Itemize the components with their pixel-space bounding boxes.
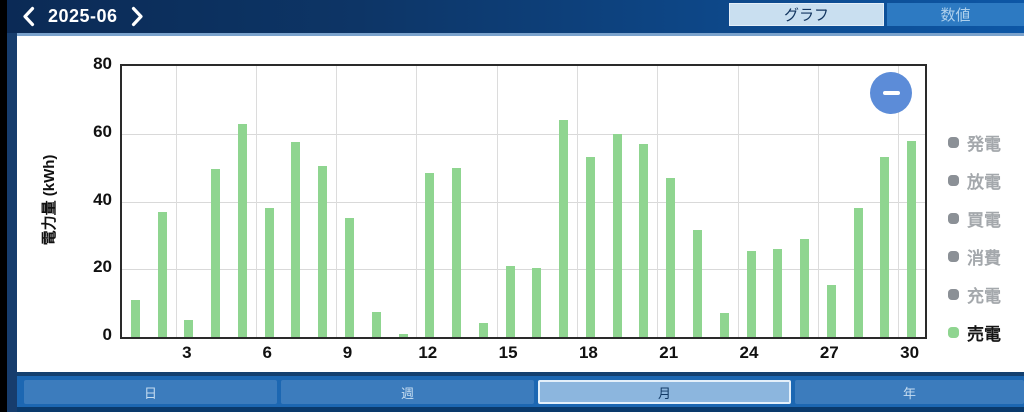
bar-day-14 — [478, 323, 488, 337]
gridline-x-6 — [255, 66, 257, 337]
bar-day-20 — [639, 143, 649, 337]
bar-day-8 — [318, 165, 328, 337]
legend-item-charge[interactable]: 充電 — [948, 275, 1024, 313]
plot-area — [120, 64, 927, 339]
date-navigator: 2025-06 — [22, 0, 144, 33]
tab-graph[interactable]: グラフ — [729, 3, 884, 26]
legend-dot-icon — [948, 136, 959, 148]
x-tick-3: 3 — [182, 343, 192, 362]
view-mode-tabs: グラフ 数値 — [729, 3, 1024, 26]
bar-day-6 — [264, 208, 274, 337]
gridline-x-27 — [817, 66, 819, 337]
zoom-out-button[interactable] — [870, 72, 912, 114]
legend-item-generation[interactable]: 発電 — [948, 123, 1024, 161]
gridline-x-18 — [577, 66, 579, 337]
screen-edge — [0, 0, 7, 412]
bar-day-22 — [692, 230, 702, 337]
bar-day-19 — [612, 133, 622, 337]
legend-item-label: 充電 — [967, 286, 1001, 306]
bar-day-7 — [291, 142, 301, 337]
bar-day-9 — [345, 218, 355, 337]
tab-day[interactable]: 日 — [24, 380, 277, 404]
gridline-x-24 — [737, 66, 739, 337]
minus-icon — [882, 91, 900, 95]
gridline-y-20 — [122, 269, 925, 271]
bar-day-21 — [666, 177, 676, 337]
tab-numeric[interactable]: 数値 — [887, 3, 1024, 26]
gridline-y-40 — [122, 201, 925, 203]
panel-frame — [7, 33, 17, 412]
y-tick-0: 0 — [102, 325, 112, 344]
x-tick-30: 30 — [900, 343, 920, 362]
legend-item-label: 消費 — [967, 248, 1001, 268]
y-tick-20: 20 — [93, 257, 112, 277]
bar-day-27 — [826, 284, 836, 337]
legend-dot-icon — [948, 250, 959, 262]
bar-day-26 — [800, 238, 810, 337]
legend-item-discharge[interactable]: 放電 — [948, 161, 1024, 199]
bar-day-13 — [452, 167, 462, 337]
x-tick-18: 18 — [578, 343, 598, 362]
bar-day-5 — [237, 123, 247, 337]
chevron-left-icon[interactable] — [22, 6, 35, 27]
y-tick-60: 60 — [93, 121, 112, 141]
legend-dot-icon — [948, 212, 959, 224]
tab-month[interactable]: 月 — [538, 380, 791, 404]
bar-day-23 — [719, 313, 729, 337]
bar-day-29 — [880, 157, 890, 337]
y-tick-80: 80 — [93, 54, 112, 73]
bar-day-18 — [585, 157, 595, 337]
gridline-y-60 — [122, 133, 925, 135]
app-header: 2025-06 グラフ 数値 — [0, 0, 1024, 36]
gridline-x-9 — [336, 66, 338, 337]
period-tab-bar: 日 週 月 年 — [0, 372, 1024, 412]
legend-dot-icon — [948, 174, 959, 186]
bar-day-16 — [532, 267, 542, 337]
legend-item-purchase[interactable]: 買電 — [948, 199, 1024, 237]
x-tick-21: 21 — [659, 343, 679, 362]
x-tick-12: 12 — [418, 343, 438, 362]
bar-day-30 — [907, 140, 917, 337]
gridline-x-15 — [496, 66, 498, 337]
legend-item-label: 売電 — [967, 324, 1001, 344]
legend-item-label: 放電 — [967, 172, 1001, 192]
tab-week[interactable]: 週 — [281, 380, 534, 404]
x-tick-6: 6 — [262, 343, 272, 362]
gridline-x-3 — [175, 66, 177, 337]
legend-item-sell[interactable]: 売電 — [948, 313, 1024, 351]
bar-day-10 — [371, 311, 381, 337]
chart-panel: 電力量 (kWh) 0 20 40 60 80 3 6 9 12 15 18 21 24 27 30 発電… — [17, 36, 1024, 372]
gridline-x-30 — [898, 66, 900, 337]
chevron-right-icon[interactable] — [131, 6, 144, 27]
bar-day-28 — [853, 208, 863, 337]
bar-day-24 — [746, 250, 756, 337]
current-month-label: 2025-06 — [48, 6, 118, 26]
bar-day-12 — [425, 172, 435, 337]
bar-day-17 — [559, 120, 569, 337]
x-tick-24: 24 — [739, 343, 759, 362]
bar-day-11 — [398, 333, 408, 337]
gridline-x-21 — [657, 66, 659, 337]
bar-day-1 — [130, 299, 140, 337]
x-tick-27: 27 — [819, 343, 839, 362]
gridline-x-12 — [416, 66, 418, 337]
legend-dot-icon — [948, 326, 959, 338]
bar-day-4 — [211, 169, 221, 337]
tab-year[interactable]: 年 — [795, 380, 1024, 404]
x-tick-15: 15 — [498, 343, 518, 362]
legend-item-label: 発電 — [967, 134, 1001, 154]
legend-dot-icon — [948, 288, 959, 300]
bar-day-25 — [773, 248, 783, 337]
bar-day-15 — [505, 265, 515, 337]
y-tick-40: 40 — [93, 189, 112, 209]
legend-item-consumption[interactable]: 消費 — [948, 237, 1024, 275]
x-tick-9: 9 — [342, 343, 353, 362]
bar-day-2 — [157, 211, 167, 337]
chart-legend: 発電放電買電消費充電売電 — [948, 123, 1024, 351]
bar-day-3 — [184, 320, 194, 337]
legend-item-label: 買電 — [967, 210, 1001, 230]
